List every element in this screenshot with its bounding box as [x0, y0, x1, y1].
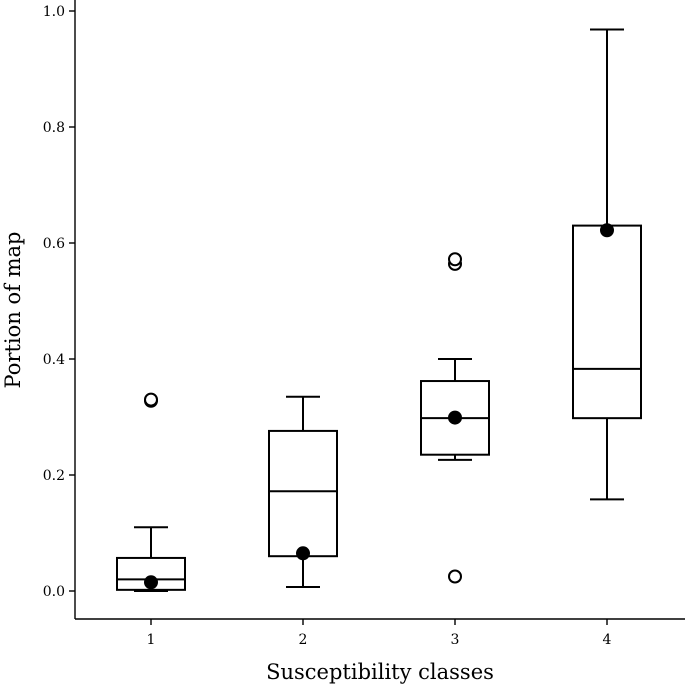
y-tick-label: 0.4	[43, 352, 65, 368]
x-tick-label: 1	[147, 632, 156, 648]
y-ticks: 0.0 0.2 0.4 0.6 0.8 1.0	[43, 4, 75, 600]
outlier-point	[448, 252, 462, 267]
x-ticks: 1 2 3 4	[147, 619, 612, 648]
axes	[74, 0, 685, 620]
x-tick-label: 2	[299, 632, 308, 648]
iqr-box	[268, 429, 338, 558]
boxes	[116, 28, 642, 592]
outlier-point	[144, 392, 158, 407]
box-group-3	[420, 252, 490, 584]
y-tick-label: 0.8	[43, 120, 65, 136]
box-group-4	[572, 28, 642, 501]
y-tick-label: 0.0	[43, 584, 65, 600]
y-tick-label: 1.0	[43, 4, 65, 20]
box-group-2	[268, 395, 338, 588]
x-tick-label: 3	[451, 632, 460, 648]
mean-point	[144, 575, 158, 590]
box-group-1	[116, 392, 186, 592]
outlier-point	[448, 569, 462, 584]
y-tick-label: 0.2	[43, 468, 65, 484]
iqr-box	[116, 556, 186, 591]
x-tick-label: 4	[603, 632, 612, 648]
x-axis-title: Susceptibility classes	[266, 660, 494, 684]
mean-point	[600, 223, 614, 238]
mean-point	[296, 546, 310, 561]
iqr-box	[572, 224, 642, 420]
y-tick-label: 0.6	[43, 236, 65, 252]
y-axis-title: Portion of map	[1, 232, 25, 389]
mean-point	[448, 410, 462, 425]
